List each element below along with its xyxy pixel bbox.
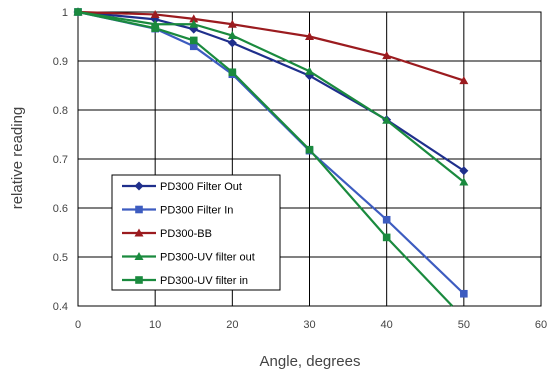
y-tick-label: 0.6 (53, 203, 68, 215)
data-point (382, 51, 392, 60)
legend-swatch-marker (134, 252, 144, 260)
data-point (305, 32, 314, 40)
series-pd300-filter-out (73, 7, 469, 176)
data-point (382, 215, 391, 224)
x-tick-label: 0 (75, 319, 81, 331)
legend-item: PD300 Filter Out (122, 181, 242, 193)
data-point (227, 38, 237, 48)
data-point (227, 31, 237, 40)
x-tick-label: 40 (381, 319, 393, 331)
data-point (189, 42, 198, 51)
y-tick-label: 0.5 (53, 252, 68, 264)
data-point (459, 177, 469, 186)
legend-label: PD300 Filter In (160, 205, 233, 217)
legend-item: PD300 Filter In (122, 205, 233, 217)
data-point (382, 115, 392, 124)
x-tick-labels: 0 10 20 30 40 50 60 (75, 319, 547, 331)
y-tick-label: 0.7 (53, 154, 68, 166)
data-point (151, 24, 159, 32)
data-point (189, 14, 199, 23)
legend-item: PD300-UV filter in (122, 275, 248, 287)
legend-label: PD300-UV filter in (160, 275, 248, 287)
legend-swatch-marker (134, 181, 144, 191)
series-line (77, 10, 465, 183)
series-layer (73, 7, 469, 307)
data-point (459, 166, 469, 176)
data-point (459, 76, 469, 85)
data-point (227, 19, 237, 28)
x-tick-label: 10 (149, 319, 161, 331)
x-tick-label: 30 (303, 319, 315, 331)
data-point (150, 9, 160, 18)
x-axis-title: Angle, degrees (260, 353, 361, 370)
legend-label: PD300-UV filter out (160, 252, 255, 264)
plot-area-border (77, 11, 542, 307)
y-tick-label: 0.4 (53, 301, 68, 313)
legend: PD300 Filter Out PD300 Filter In PD300-BB P… (111, 174, 281, 291)
legend-label: PD300 Filter Out (160, 181, 242, 193)
data-point (305, 66, 314, 75)
data-point (228, 68, 237, 77)
x-tick-label: 50 (458, 319, 470, 331)
legend-swatch-marker (135, 205, 143, 214)
legend-swatch-marker (134, 228, 144, 237)
data-point (382, 233, 391, 242)
data-point (189, 36, 198, 45)
legend-item: PD300-UV filter out (122, 252, 255, 264)
y-tick-label: 1 (62, 7, 68, 19)
series-line (77, 10, 465, 172)
x-tick-label: 60 (535, 319, 547, 331)
x-tick-label: 20 (226, 319, 238, 331)
data-point (74, 8, 82, 16)
legend-item: PD300-BB (122, 228, 212, 240)
series-pd300-bb (73, 7, 469, 85)
data-point (460, 289, 468, 298)
legend-label: PD300-BB (160, 228, 212, 240)
y-tick-label: 0.9 (53, 56, 68, 68)
data-point (305, 145, 314, 154)
y-tick-label: 0.8 (53, 105, 68, 117)
data-point (189, 19, 199, 28)
y-axis-title: relative reading (9, 107, 26, 210)
series-pd300-uv-filter-in (74, 8, 454, 307)
y-tick-labels: 0.4 0.5 0.6 0.7 0.8 0.9 1 (53, 7, 68, 313)
legend-swatch-marker (135, 276, 143, 284)
